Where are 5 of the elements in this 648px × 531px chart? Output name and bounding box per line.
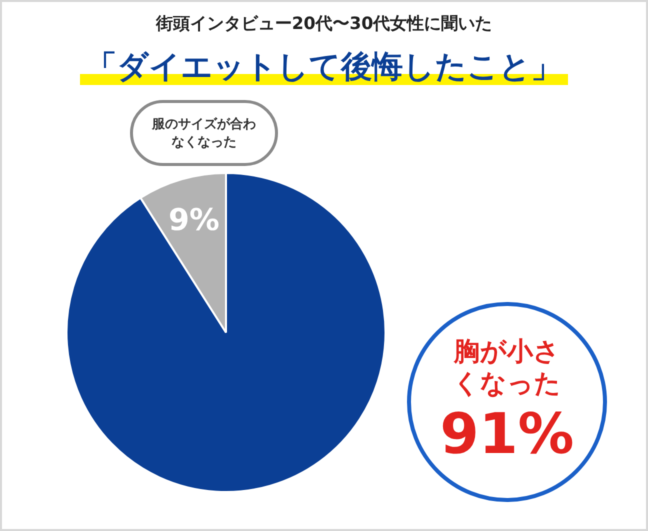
data-label: 9% — [168, 203, 220, 238]
data-label: 91% — [440, 400, 574, 468]
slice-label: 服のサイズが合わなくなった — [130, 100, 278, 166]
slice-label: 胸が小さくなった — [452, 336, 562, 401]
chart-subtitle: 街頭インタビュー20代〜30代女性に聞いた — [154, 13, 494, 35]
